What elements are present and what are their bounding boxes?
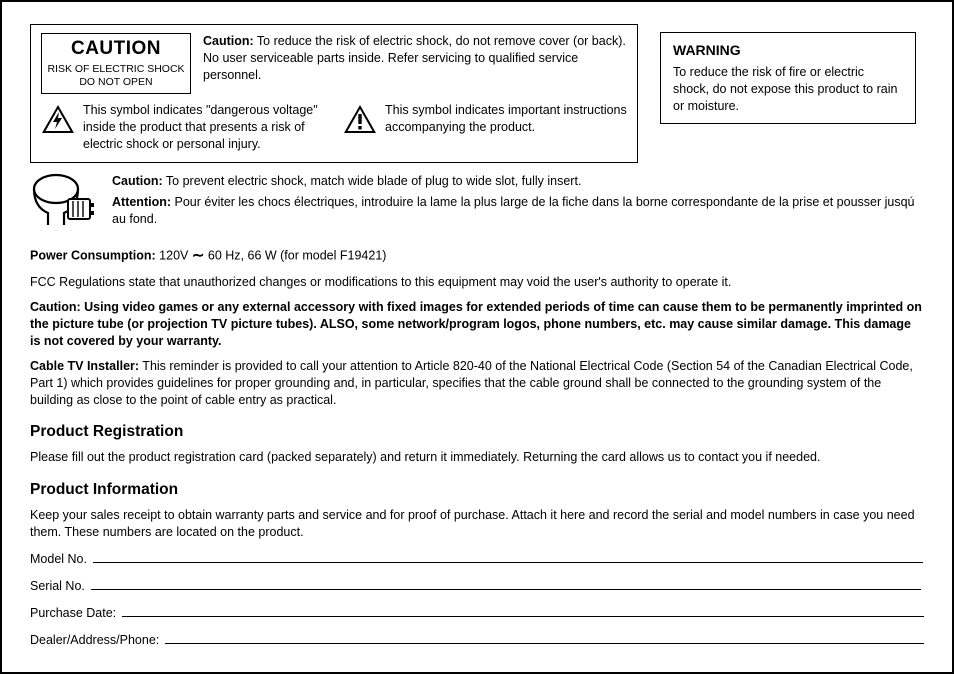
form-lines: Model No. Serial No. Purchase Date: Deal… [30,551,924,649]
power-label: Power Consumption: [30,249,156,263]
top-row: CAUTION RISK OF ELECTRIC SHOCK DO NOT OP… [30,24,924,163]
warning-title: WARNING [673,41,903,60]
caution-body: To reduce the risk of electric shock, do… [203,34,626,82]
voltage-symbol-text: This symbol indicates "dangerous voltage… [83,102,325,153]
plug-row: Caution: To prevent electric shock, matc… [30,173,924,232]
caution-box: CAUTION RISK OF ELECTRIC SHOCK DO NOT OP… [30,24,638,163]
product-registration-heading: Product Registration [30,422,924,443]
caution-title: CAUTION [46,36,186,62]
cable-text: This reminder is provided to call your a… [30,359,913,407]
power-pre: 120V [156,249,192,263]
plug-icon [30,173,98,227]
model-no-line: Model No. [30,551,924,568]
purchase-date-label: Purchase Date: [30,605,116,622]
power-post: 60 Hz, 66 W (for model F19421) [204,249,386,263]
product-registration-text: Please fill out the product registration… [30,449,924,466]
exclaim-symbol-block: This symbol indicates important instruct… [343,102,627,153]
plug-attention-label: Attention: [112,195,171,209]
tilde-icon: ∼ [192,247,205,264]
caution-header-text: Caution: To reduce the risk of electric … [203,33,627,84]
caution-title-block: CAUTION RISK OF ELECTRIC SHOCK DO NOT OP… [41,33,191,94]
product-information-heading: Product Information [30,480,924,501]
serial-no-label: Serial No. [30,578,85,595]
warning-box: WARNING To reduce the risk of fire or el… [660,32,916,124]
model-no-label: Model No. [30,551,87,568]
serial-no-line: Serial No. [30,578,924,595]
power-consumption: Power Consumption: 120V ∼ 60 Hz, 66 W (f… [30,246,924,266]
voltage-symbol-block: This symbol indicates "dangerous voltage… [41,102,325,153]
plug-caution-label: Caution: [112,174,163,188]
symbols-row: This symbol indicates "dangerous voltage… [41,102,627,153]
exclamation-triangle-icon [343,104,377,134]
caution-header-row: CAUTION RISK OF ELECTRIC SHOCK DO NOT OP… [41,33,627,94]
dealer-line: Dealer/Address/Phone: [30,632,924,649]
plug-attention: Attention: Pour éviter les chocs électri… [112,194,924,228]
dealer-field[interactable] [165,632,924,643]
caution-sub2: DO NOT OPEN [46,76,186,89]
purchase-date-field[interactable] [122,605,924,616]
model-no-field[interactable] [93,552,923,563]
purchase-date-line: Purchase Date: [30,605,924,622]
caution-label: Caution: [203,34,254,48]
plug-caution: Caution: To prevent electric shock, matc… [112,173,924,190]
serial-no-field[interactable] [91,579,921,590]
plug-texts: Caution: To prevent electric shock, matc… [112,173,924,232]
caution-sub1: RISK OF ELECTRIC SHOCK [46,63,186,76]
lightning-triangle-icon [41,104,75,134]
dealer-label: Dealer/Address/Phone: [30,632,159,649]
fcc-text: FCC Regulations state that unauthorized … [30,274,924,291]
plug-caution-text: To prevent electric shock, match wide bl… [163,174,582,188]
plug-attention-text: Pour éviter les chocs électriques, intro… [112,195,915,226]
product-information-text: Keep your sales receipt to obtain warran… [30,507,924,541]
cable-label: Cable TV Installer: [30,359,139,373]
burn-in-caution: Caution: Using video games or any extern… [30,299,924,350]
cable-installer: Cable TV Installer: This reminder is pro… [30,358,924,409]
exclaim-symbol-text: This symbol indicates important instruct… [385,102,627,136]
warning-text: To reduce the risk of fire or electric s… [673,64,903,115]
